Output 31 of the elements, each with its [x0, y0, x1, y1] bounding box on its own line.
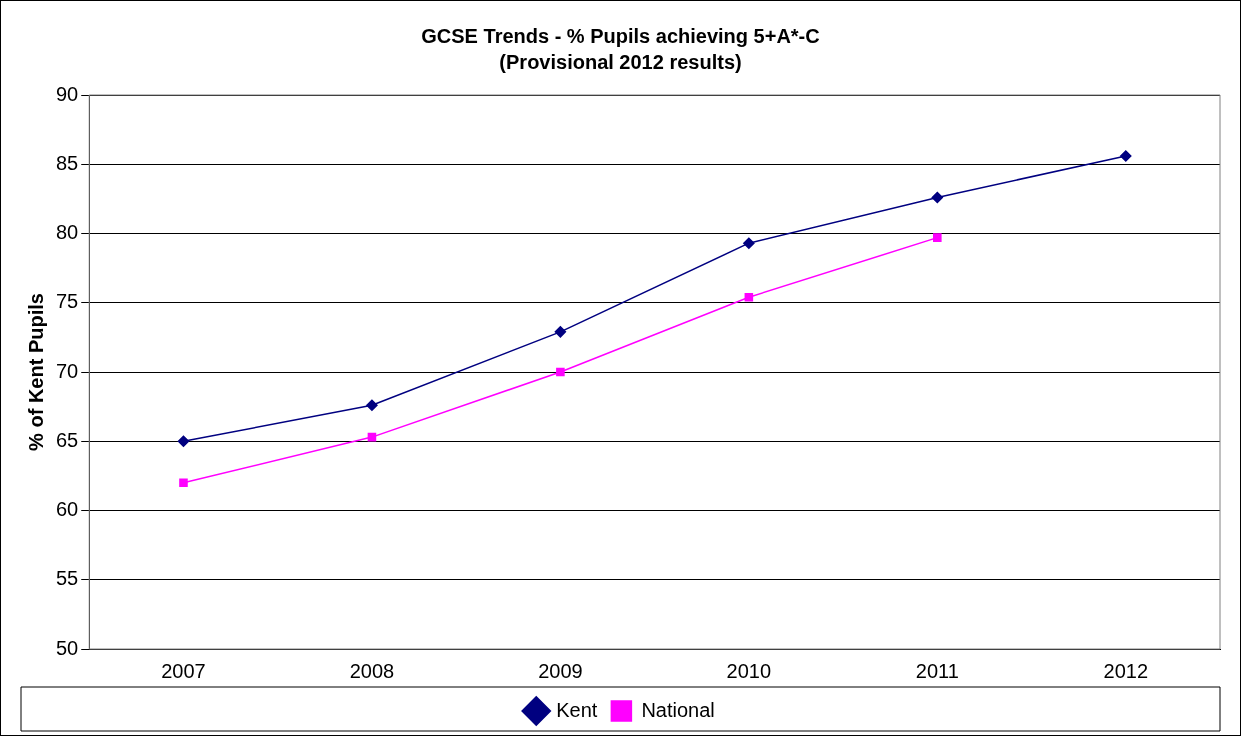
point — [367, 432, 377, 442]
point — [177, 435, 190, 447]
point — [933, 233, 942, 242]
point — [179, 478, 188, 488]
point — [743, 237, 755, 249]
y-tick-label: 70 — [56, 359, 79, 382]
point — [554, 326, 567, 338]
y-tick-label: 75 — [56, 290, 79, 313]
point — [744, 292, 754, 302]
y-tick-label: 50 — [56, 636, 79, 659]
y-axis-title: % of Kent Pupils — [24, 293, 47, 451]
y-tick-label: 60 — [56, 498, 79, 521]
chart-subtitle: (Provisional 2012 results) — [499, 50, 742, 73]
y-tick-label: 80 — [56, 221, 79, 244]
y-tick-label: 85 — [56, 151, 79, 174]
point — [1120, 150, 1132, 162]
x-tick-label: 2011 — [915, 659, 959, 682]
legend-label: Kent — [556, 698, 598, 721]
point — [931, 191, 944, 204]
x-tick-label: 2008 — [349, 659, 395, 682]
y-tick-label: 90 — [56, 82, 79, 105]
x-tick-label: 2010 — [726, 659, 772, 682]
y-tick-label: 55 — [56, 567, 79, 590]
point — [556, 367, 565, 377]
x-tick-label: 2012 — [1103, 659, 1149, 682]
y-tick-label: 65 — [56, 428, 79, 451]
chart-title: GCSE Trends - % Pupils achieving 5+A*-C — [421, 24, 820, 47]
x-tick-label: 2007 — [161, 659, 206, 682]
point — [366, 399, 378, 411]
x-tick-label: 2009 — [538, 659, 583, 682]
legend-label: National — [641, 698, 715, 721]
